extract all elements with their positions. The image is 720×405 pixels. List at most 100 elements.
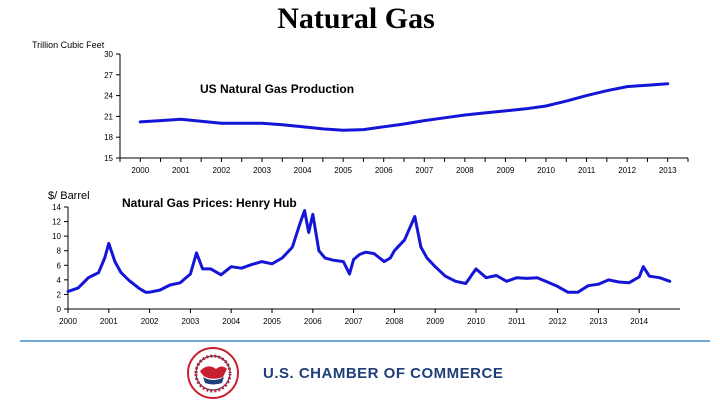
price-data-point — [230, 265, 232, 268]
production-data-point — [200, 120, 202, 123]
price-data-point — [669, 280, 671, 283]
price-data-point — [220, 274, 222, 276]
price-data-point — [189, 273, 192, 275]
price-chart-title: Natural Gas Prices: Henry Hub — [122, 196, 297, 210]
production-data-point — [322, 128, 324, 130]
production-data-point — [240, 122, 243, 125]
price-data-point — [303, 209, 306, 212]
production-data-point — [159, 119, 162, 122]
price-data-point — [97, 271, 100, 274]
price-x-tick-label: 2013 — [590, 317, 608, 326]
price-data-point — [291, 246, 294, 248]
price-data-point — [348, 273, 351, 275]
price-x-tick-label: 2010 — [467, 317, 485, 326]
price-data-point — [638, 276, 640, 278]
production-data-point — [342, 129, 344, 132]
price-data-point — [434, 265, 437, 268]
production-chart-title: US Natural Gas Production — [200, 82, 354, 96]
production-data-point — [139, 121, 142, 123]
price-data-point — [373, 252, 375, 255]
organization-name: U.S. CHAMBER OF COMMERCE — [263, 365, 504, 382]
price-data-point — [67, 290, 69, 293]
price-data-point — [526, 277, 528, 280]
price-data-point — [389, 257, 392, 259]
price-data-point — [567, 291, 569, 294]
production-data-point — [585, 94, 588, 97]
price-data-point — [169, 284, 171, 286]
price-data-point — [658, 276, 661, 279]
production-y-tick-label: 30 — [104, 50, 113, 59]
production-x-tick-label: 2013 — [659, 166, 677, 175]
production-x-tick-label: 2002 — [213, 166, 231, 175]
price-data-point — [393, 249, 396, 252]
price-x-tick-label: 2012 — [549, 317, 567, 326]
production-data-point — [646, 84, 649, 86]
production-x-tick-label: 2011 — [578, 166, 596, 175]
production-data-point — [423, 119, 426, 122]
price-data-point — [358, 253, 361, 256]
footer-divider — [20, 340, 710, 342]
price-data-point — [383, 260, 386, 263]
price-data-point — [240, 267, 243, 270]
price-data-point — [577, 291, 579, 294]
production-y-tick-label: 18 — [104, 133, 113, 142]
production-x-tick-label: 2006 — [375, 166, 393, 175]
production-data-point — [464, 114, 466, 116]
production-x-tick-label: 2010 — [537, 166, 555, 175]
price-data-point — [420, 246, 422, 248]
price-data-point — [505, 280, 508, 283]
price-data-point — [352, 258, 355, 261]
production-data-point — [666, 83, 669, 85]
price-y-tick-label: 6 — [57, 261, 62, 270]
price-data-point — [556, 285, 559, 288]
production-data-point — [403, 123, 405, 125]
production-data-point — [220, 122, 223, 125]
production-data-point — [362, 128, 365, 131]
price-data-point — [210, 268, 212, 270]
price-x-tick-label: 2001 — [100, 317, 118, 326]
price-data-point — [365, 251, 367, 253]
price-data-point — [201, 268, 204, 270]
production-data-point — [301, 126, 304, 128]
price-data-point — [159, 289, 161, 291]
production-chart: 15 18 21 24 27 30 2000 2001 2002 2003 2004 2005 2006… — [104, 50, 689, 175]
production-data-point — [484, 112, 486, 114]
price-data-point — [546, 281, 549, 283]
price-data-point — [144, 291, 147, 294]
price-data-point — [281, 257, 284, 259]
price-data-point — [324, 257, 326, 259]
price-data-point — [87, 276, 90, 279]
price-y-tick-label: 12 — [52, 218, 61, 227]
production-x-tick-label: 2009 — [497, 166, 515, 175]
production-data-point — [626, 85, 628, 88]
price-data-point — [332, 259, 335, 262]
page-title: Natural Gas — [277, 2, 435, 35]
price-data-point — [648, 275, 651, 278]
price-data-point — [271, 263, 273, 265]
chamber-seal-logo — [170, 347, 256, 399]
production-y-tick-label: 21 — [104, 112, 113, 121]
production-x-tick-label: 2012 — [618, 166, 636, 175]
price-data-point — [536, 276, 538, 279]
price-data-point — [261, 260, 263, 263]
price-data-point — [516, 276, 518, 279]
price-series-line — [66, 209, 672, 294]
price-data-point — [607, 279, 610, 281]
price-x-tick-label: 2003 — [182, 317, 200, 326]
price-data-point — [195, 252, 198, 254]
production-y-tick-label: 27 — [104, 71, 113, 80]
price-data-point — [597, 283, 600, 286]
price-x-tick-label: 2007 — [345, 317, 363, 326]
price-x-tick-label: 2011 — [508, 317, 526, 326]
production-y-tick-label: 15 — [104, 154, 113, 163]
price-x-tick-label: 2002 — [141, 317, 159, 326]
production-data-point — [180, 118, 182, 120]
production-data-point — [504, 110, 507, 112]
production-x-tick-label: 2003 — [253, 166, 271, 175]
price-data-point — [444, 275, 447, 278]
price-data-point — [454, 280, 457, 283]
price-data-point — [342, 260, 345, 263]
production-data-point — [545, 105, 547, 107]
price-data-point — [148, 291, 151, 294]
price-data-point — [318, 249, 320, 252]
